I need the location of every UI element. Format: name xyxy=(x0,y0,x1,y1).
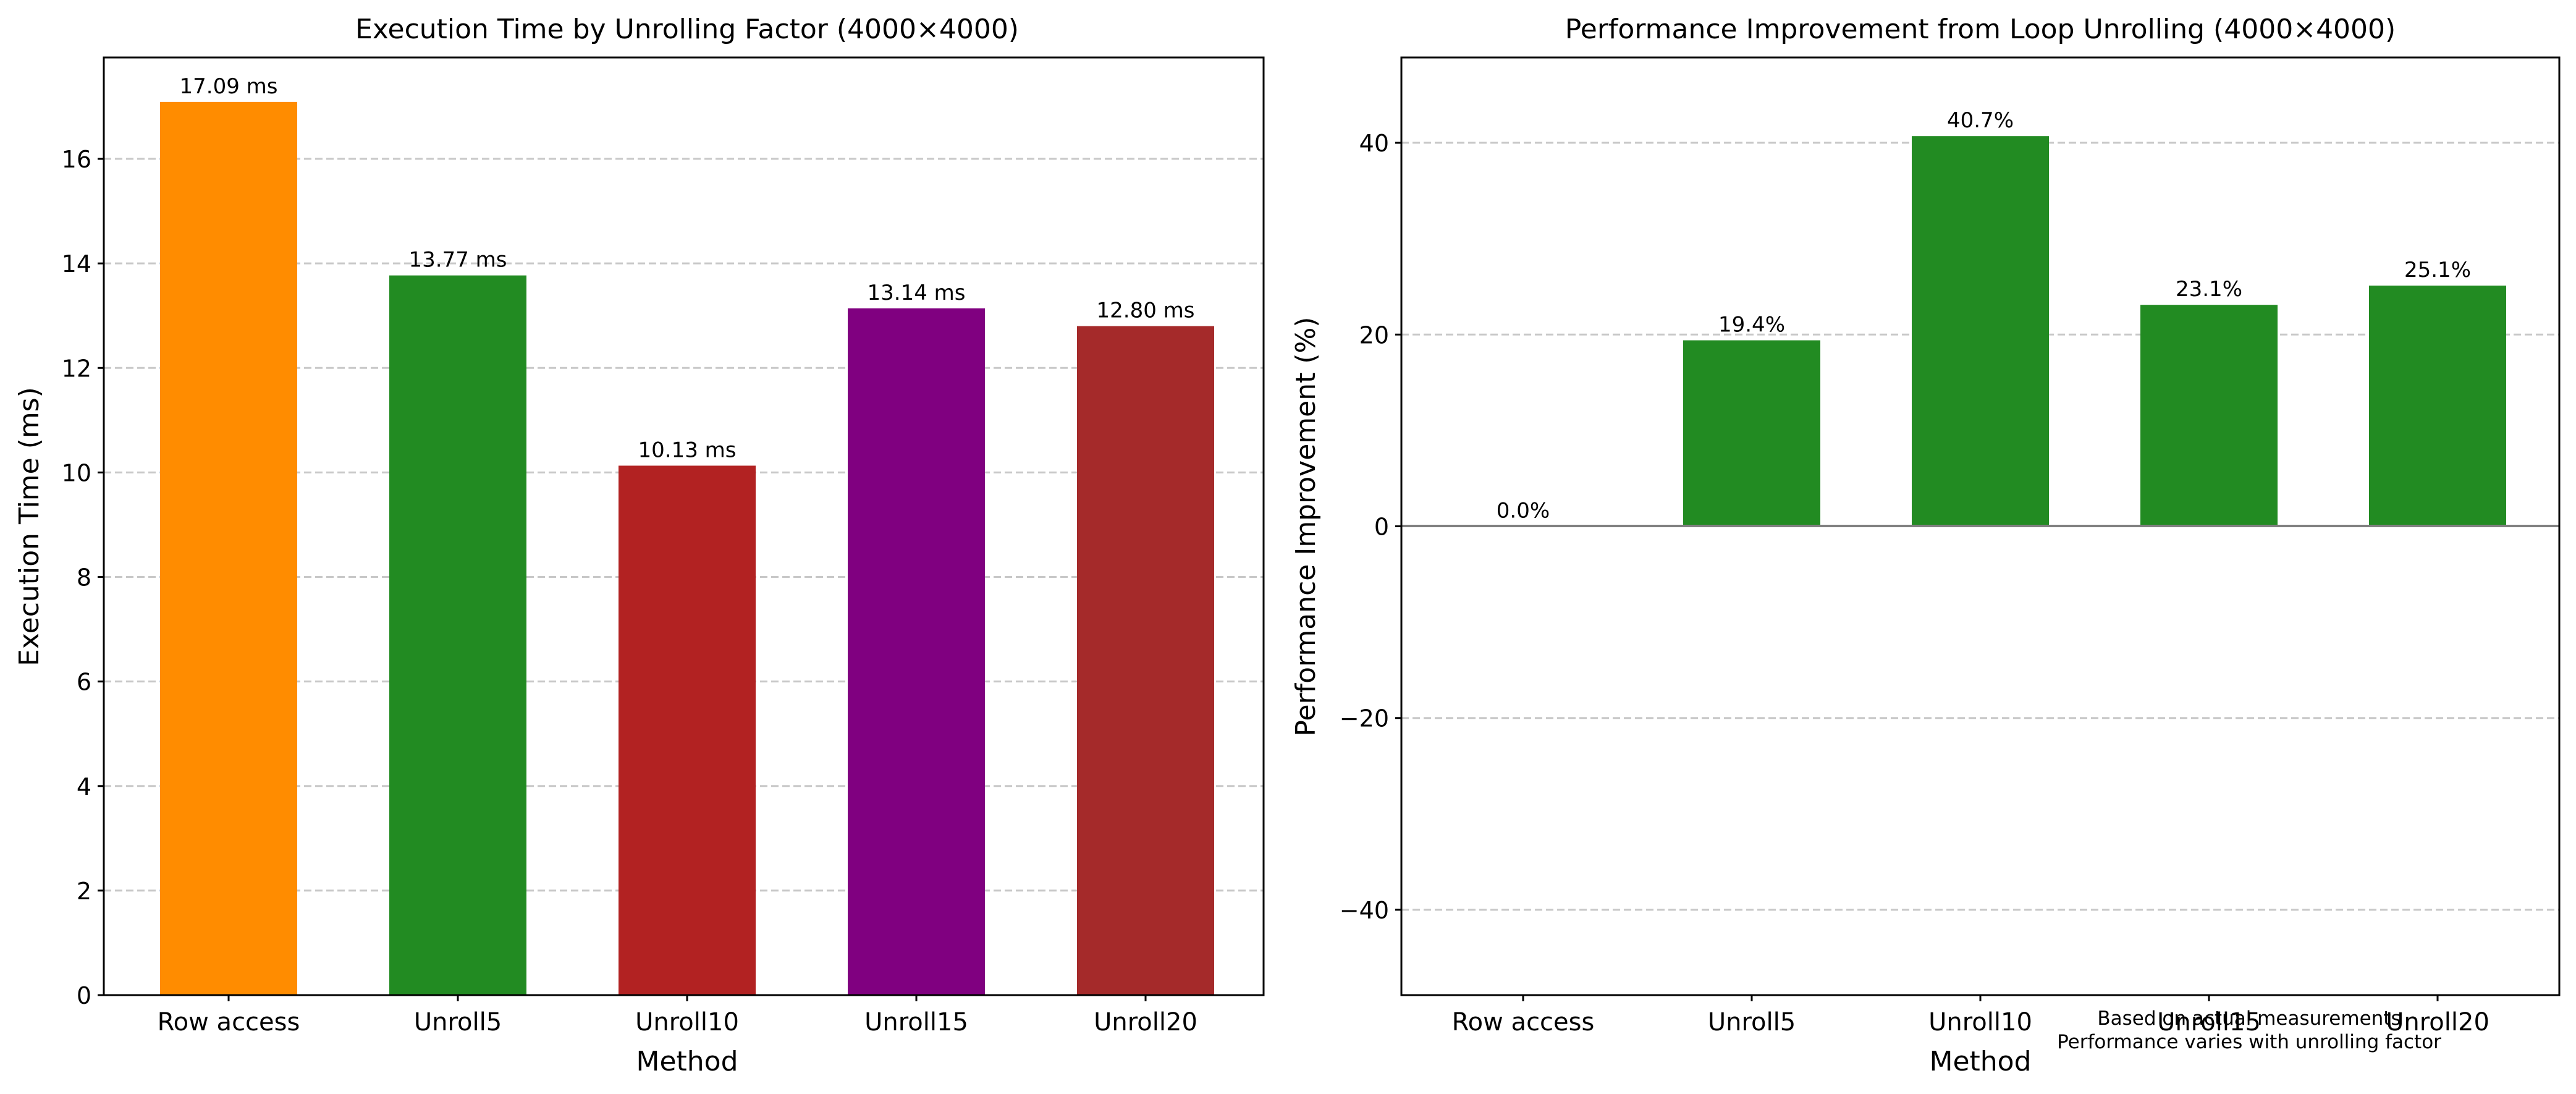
data-label: 10.13 ms xyxy=(638,438,737,462)
y-tick-label: 0 xyxy=(1374,514,1389,541)
x-axis-label: Method xyxy=(1929,1046,2031,1077)
y-tick-label: 6 xyxy=(77,669,91,696)
x-tick-label: Unroll10 xyxy=(1928,1008,2032,1037)
y-tick-label: −20 xyxy=(1340,705,1389,732)
bar xyxy=(2140,305,2278,527)
execution-time-chart: Execution Time by Unrolling Factor (4000… xyxy=(14,14,1265,1077)
data-label: 12.80 ms xyxy=(1097,299,1195,323)
y-tick-label: 20 xyxy=(1359,321,1389,349)
x-tick-label: Unroll5 xyxy=(1708,1008,1796,1037)
data-label: 19.4% xyxy=(1718,313,1785,337)
y-tick-label: 16 xyxy=(62,146,91,173)
data-label: 13.14 ms xyxy=(868,281,966,305)
y-tick-label: 40 xyxy=(1359,130,1389,157)
data-label: 13.77 ms xyxy=(409,248,507,273)
data-label: 25.1% xyxy=(2404,258,2471,282)
x-tick-label: Unroll15 xyxy=(864,1008,968,1037)
x-tick-label: Row access xyxy=(158,1008,300,1037)
y-axis-label: Performance Improvement (%) xyxy=(1290,317,1322,737)
bar xyxy=(160,101,297,995)
y-axis-ticks: 0 2 4 6 8 10 12 14 16 xyxy=(62,146,104,1009)
plot-frame xyxy=(103,56,1265,996)
bars xyxy=(1455,136,2506,527)
x-axis-label: Method xyxy=(636,1046,738,1077)
y-tick-label: 2 xyxy=(77,878,91,905)
y-tick-label: 12 xyxy=(62,355,91,382)
annotation-line-1: Based on actual measurements xyxy=(2097,1007,2401,1030)
x-tick-label: Unroll5 xyxy=(414,1008,502,1037)
x-tick-label: Unroll10 xyxy=(635,1008,739,1037)
y-tick-label: 4 xyxy=(77,773,91,800)
x-tick-label: Row access xyxy=(1452,1008,1595,1037)
data-label: 0.0% xyxy=(1497,499,1550,524)
x-tick-label: Unroll20 xyxy=(1094,1008,1197,1037)
bar xyxy=(848,308,985,996)
data-label: 40.7% xyxy=(1947,108,2014,133)
data-label: 23.1% xyxy=(2176,277,2242,302)
bar xyxy=(1683,340,1820,527)
performance-improvement-chart: Performance Improvement from Loop Unroll… xyxy=(1290,14,2561,1077)
bar xyxy=(2369,286,2506,527)
y-axis-ticks: −40 −20 0 20 40 xyxy=(1340,130,1401,924)
data-label: 17.09 ms xyxy=(180,74,278,99)
y-tick-label: −40 xyxy=(1340,897,1389,924)
x-tick-label: Unroll20 xyxy=(2386,1008,2489,1037)
y-tick-label: 14 xyxy=(62,250,91,278)
y-tick-label: 8 xyxy=(77,564,91,592)
data-labels: 17.09 ms 13.77 ms 10.13 ms 13.14 ms 12.80 ms xyxy=(180,74,1195,463)
chart-title: Execution Time by Unrolling Factor (4000… xyxy=(355,14,1019,45)
bar xyxy=(389,275,526,995)
x-axis-ticks: Row access Unroll5 Unroll10 Unroll15 Unroll2… xyxy=(158,995,1197,1037)
y-tick-label: 0 xyxy=(77,982,91,1009)
annotation-line-2: Performance varies with unrolling factor xyxy=(2057,1031,2441,1053)
data-labels: 0.0% 19.4% 40.7% 23.1% 25.1% xyxy=(1497,108,2471,523)
x-tick-label: Unroll15 xyxy=(2157,1008,2261,1037)
bar xyxy=(1077,326,1214,995)
y-axis-label: Execution Time (ms) xyxy=(14,387,45,666)
x-axis-ticks: Row access Unroll5 Unroll10 Unroll15 Unroll2… xyxy=(1452,995,2489,1037)
bar xyxy=(619,465,756,995)
y-tick-label: 10 xyxy=(62,459,91,486)
bars xyxy=(160,101,1214,996)
chart-title: Performance Improvement from Loop Unroll… xyxy=(1565,14,2396,45)
bar xyxy=(1912,136,2049,527)
